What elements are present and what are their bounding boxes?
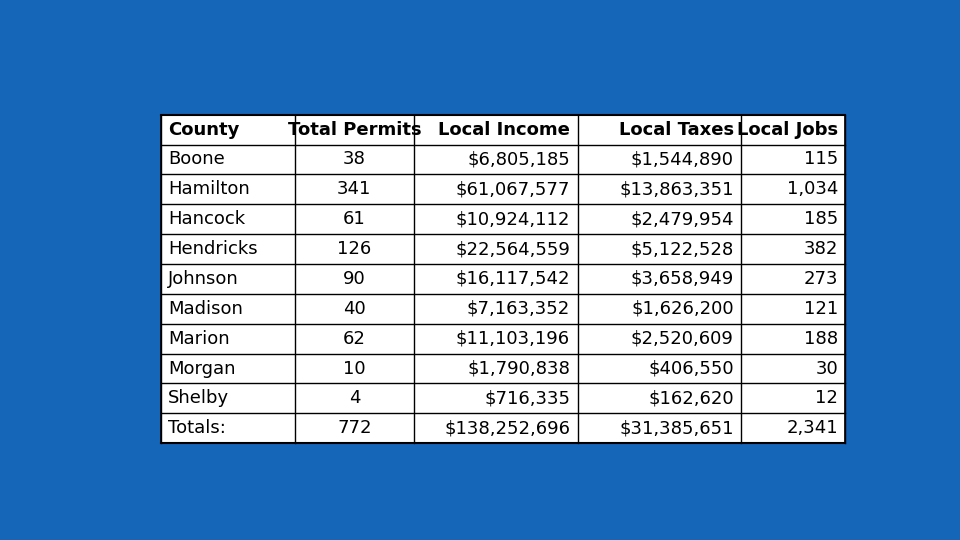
Text: $31,385,651: $31,385,651 — [619, 419, 733, 437]
Text: Total Permits: Total Permits — [288, 120, 421, 139]
Text: $22,564,559: $22,564,559 — [455, 240, 570, 258]
Text: 2,341: 2,341 — [786, 419, 838, 437]
Text: $406,550: $406,550 — [648, 360, 733, 377]
Text: 61: 61 — [343, 210, 366, 228]
Text: $716,335: $716,335 — [484, 389, 570, 407]
Text: $5,122,528: $5,122,528 — [631, 240, 733, 258]
Text: 12: 12 — [815, 389, 838, 407]
Text: 121: 121 — [804, 300, 838, 318]
Text: $7,163,352: $7,163,352 — [467, 300, 570, 318]
Text: Local Taxes: Local Taxes — [618, 120, 733, 139]
Text: 772: 772 — [337, 419, 372, 437]
Text: Hamilton: Hamilton — [168, 180, 251, 198]
Text: $1,544,890: $1,544,890 — [631, 151, 733, 168]
Text: 1,034: 1,034 — [786, 180, 838, 198]
Text: $1,626,200: $1,626,200 — [631, 300, 733, 318]
Text: Hancock: Hancock — [168, 210, 246, 228]
Text: $61,067,577: $61,067,577 — [456, 180, 570, 198]
Text: 188: 188 — [804, 329, 838, 348]
Text: 4: 4 — [348, 389, 360, 407]
Text: 126: 126 — [337, 240, 372, 258]
Text: 341: 341 — [337, 180, 372, 198]
Text: $6,805,185: $6,805,185 — [468, 151, 570, 168]
Text: Johnson: Johnson — [168, 270, 239, 288]
Text: $10,924,112: $10,924,112 — [456, 210, 570, 228]
Text: $16,117,542: $16,117,542 — [456, 270, 570, 288]
Text: Local Income: Local Income — [439, 120, 570, 139]
Text: $3,658,949: $3,658,949 — [631, 270, 733, 288]
Text: Local Jobs: Local Jobs — [737, 120, 838, 139]
Text: 115: 115 — [804, 151, 838, 168]
Text: Morgan: Morgan — [168, 360, 236, 377]
Text: 273: 273 — [804, 270, 838, 288]
Text: 10: 10 — [343, 360, 366, 377]
Text: $138,252,696: $138,252,696 — [444, 419, 570, 437]
Text: 90: 90 — [343, 270, 366, 288]
Text: Totals:: Totals: — [168, 419, 227, 437]
Text: 38: 38 — [343, 151, 366, 168]
Text: $162,620: $162,620 — [648, 389, 733, 407]
Bar — [161, 114, 846, 443]
Text: $2,479,954: $2,479,954 — [631, 210, 733, 228]
Text: $11,103,196: $11,103,196 — [456, 329, 570, 348]
Text: County: County — [168, 120, 240, 139]
Text: 382: 382 — [804, 240, 838, 258]
Text: 30: 30 — [815, 360, 838, 377]
Text: 185: 185 — [804, 210, 838, 228]
Text: 40: 40 — [343, 300, 366, 318]
Text: $13,863,351: $13,863,351 — [619, 180, 733, 198]
Text: Madison: Madison — [168, 300, 243, 318]
Text: Marion: Marion — [168, 329, 230, 348]
Text: 62: 62 — [343, 329, 366, 348]
Text: Boone: Boone — [168, 151, 225, 168]
Text: Hendricks: Hendricks — [168, 240, 258, 258]
Text: Shelby: Shelby — [168, 389, 229, 407]
Text: $1,790,838: $1,790,838 — [468, 360, 570, 377]
Text: $2,520,609: $2,520,609 — [631, 329, 733, 348]
